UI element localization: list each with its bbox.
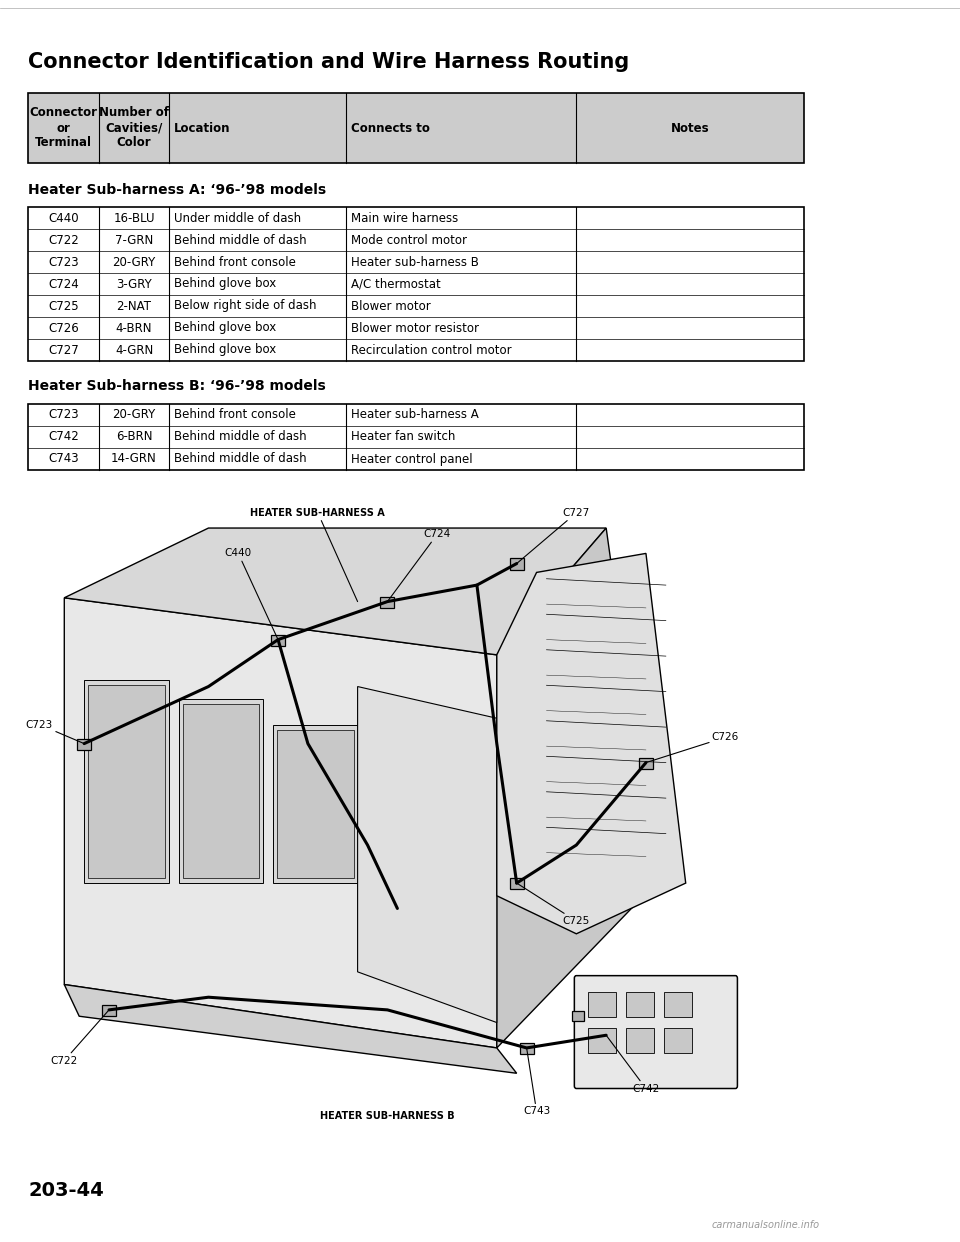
Text: C743: C743 bbox=[48, 452, 79, 466]
Polygon shape bbox=[497, 554, 685, 934]
Bar bbox=[519, 1043, 534, 1054]
Text: Heater fan switch: Heater fan switch bbox=[351, 431, 455, 443]
Text: Behind glove box: Behind glove box bbox=[174, 277, 276, 291]
Bar bbox=[273, 724, 358, 883]
Text: Blower motor: Blower motor bbox=[351, 299, 431, 313]
Text: 2-NAT: 2-NAT bbox=[116, 299, 152, 313]
Text: C724: C724 bbox=[48, 277, 79, 291]
Text: Behind glove box: Behind glove box bbox=[174, 344, 276, 356]
Text: 4-BRN: 4-BRN bbox=[116, 322, 153, 334]
Text: Notes: Notes bbox=[671, 122, 709, 134]
Bar bbox=[179, 699, 263, 883]
Bar bbox=[510, 878, 523, 889]
Bar bbox=[28, 207, 804, 361]
Text: Behind glove box: Behind glove box bbox=[174, 322, 276, 334]
Text: Under middle of dash: Under middle of dash bbox=[174, 211, 301, 225]
Polygon shape bbox=[64, 597, 497, 1048]
Bar bbox=[510, 559, 523, 570]
Text: C743: C743 bbox=[523, 1048, 550, 1117]
Text: C727: C727 bbox=[516, 508, 590, 564]
Text: C723: C723 bbox=[48, 256, 79, 268]
Bar bbox=[28, 207, 804, 361]
Text: Behind middle of dash: Behind middle of dash bbox=[174, 431, 306, 443]
Text: 3-GRY: 3-GRY bbox=[116, 277, 152, 291]
Bar bbox=[626, 1027, 654, 1053]
Text: Connector Identification and Wire Harness Routing: Connector Identification and Wire Harnes… bbox=[28, 52, 629, 72]
Text: C723: C723 bbox=[48, 409, 79, 421]
Text: Connector
or
Terminal: Connector or Terminal bbox=[30, 107, 98, 149]
Polygon shape bbox=[497, 528, 656, 1048]
Bar bbox=[664, 992, 691, 1017]
Bar bbox=[380, 596, 395, 607]
Text: C727: C727 bbox=[48, 344, 79, 356]
Bar bbox=[102, 1005, 116, 1016]
Bar bbox=[626, 992, 654, 1017]
Bar bbox=[182, 704, 259, 878]
Text: A/C thermostat: A/C thermostat bbox=[351, 277, 441, 291]
Bar bbox=[664, 1027, 691, 1053]
Text: Heater control panel: Heater control panel bbox=[351, 452, 472, 466]
Text: 20-GRY: 20-GRY bbox=[112, 256, 156, 268]
Bar bbox=[588, 992, 616, 1017]
Text: Mode control motor: Mode control motor bbox=[351, 233, 467, 246]
Text: 203-44: 203-44 bbox=[28, 1181, 104, 1200]
Bar bbox=[88, 686, 165, 878]
Text: Behind middle of dash: Behind middle of dash bbox=[174, 452, 306, 466]
Text: Connects to: Connects to bbox=[351, 122, 430, 134]
Polygon shape bbox=[64, 985, 516, 1073]
Text: C440: C440 bbox=[48, 211, 79, 225]
Text: C725: C725 bbox=[516, 883, 590, 927]
Text: C726: C726 bbox=[48, 322, 79, 334]
Text: 6-BRN: 6-BRN bbox=[116, 431, 153, 443]
Bar bbox=[271, 635, 285, 646]
Text: HEATER SUB-HARNESS B: HEATER SUB-HARNESS B bbox=[320, 1112, 455, 1122]
Text: Heater Sub-harness B: ‘96-’98 models: Heater Sub-harness B: ‘96-’98 models bbox=[28, 379, 325, 392]
Text: Heater sub-harness B: Heater sub-harness B bbox=[351, 256, 479, 268]
Text: Heater Sub-harness A: ‘96-’98 models: Heater Sub-harness A: ‘96-’98 models bbox=[28, 183, 326, 197]
Text: C742: C742 bbox=[48, 431, 79, 443]
Text: Behind front console: Behind front console bbox=[174, 256, 296, 268]
Text: C724: C724 bbox=[388, 529, 451, 601]
Text: Heater sub-harness A: Heater sub-harness A bbox=[351, 409, 479, 421]
Polygon shape bbox=[64, 528, 606, 655]
Bar bbox=[77, 739, 91, 750]
Bar bbox=[277, 729, 353, 878]
Text: Below right side of dash: Below right side of dash bbox=[174, 299, 317, 313]
Text: C723: C723 bbox=[26, 719, 84, 744]
Text: HEATER SUB-HARNESS A: HEATER SUB-HARNESS A bbox=[251, 508, 385, 601]
Text: 14-GRN: 14-GRN bbox=[111, 452, 156, 466]
Text: Behind middle of dash: Behind middle of dash bbox=[174, 233, 306, 246]
Text: 7-GRN: 7-GRN bbox=[115, 233, 154, 246]
Bar bbox=[599, 1030, 613, 1042]
Bar bbox=[84, 681, 169, 883]
Text: C440: C440 bbox=[225, 549, 278, 640]
Bar bbox=[28, 404, 804, 469]
Bar bbox=[588, 1027, 616, 1053]
Text: C725: C725 bbox=[48, 299, 79, 313]
Text: 16-BLU: 16-BLU bbox=[113, 211, 155, 225]
Bar bbox=[28, 93, 804, 163]
Text: C722: C722 bbox=[51, 1010, 109, 1066]
Text: 20-GRY: 20-GRY bbox=[112, 409, 156, 421]
FancyBboxPatch shape bbox=[574, 976, 737, 1088]
Bar bbox=[639, 758, 653, 769]
Bar bbox=[28, 404, 804, 469]
Text: C726: C726 bbox=[646, 733, 739, 763]
Text: Behind front console: Behind front console bbox=[174, 409, 296, 421]
Text: C722: C722 bbox=[48, 233, 79, 246]
Bar bbox=[28, 93, 804, 163]
Text: Recirculation control motor: Recirculation control motor bbox=[351, 344, 512, 356]
Polygon shape bbox=[357, 687, 497, 1022]
Text: 4-GRN: 4-GRN bbox=[115, 344, 154, 356]
Text: Main wire harness: Main wire harness bbox=[351, 211, 458, 225]
Bar bbox=[572, 1011, 585, 1021]
Text: C742: C742 bbox=[606, 1036, 660, 1093]
Text: carmanualsonline.info: carmanualsonline.info bbox=[712, 1220, 820, 1230]
Text: Number of
Cavities/
Color: Number of Cavities/ Color bbox=[99, 107, 169, 149]
Text: Blower motor resistor: Blower motor resistor bbox=[351, 322, 479, 334]
Text: Location: Location bbox=[174, 122, 230, 134]
